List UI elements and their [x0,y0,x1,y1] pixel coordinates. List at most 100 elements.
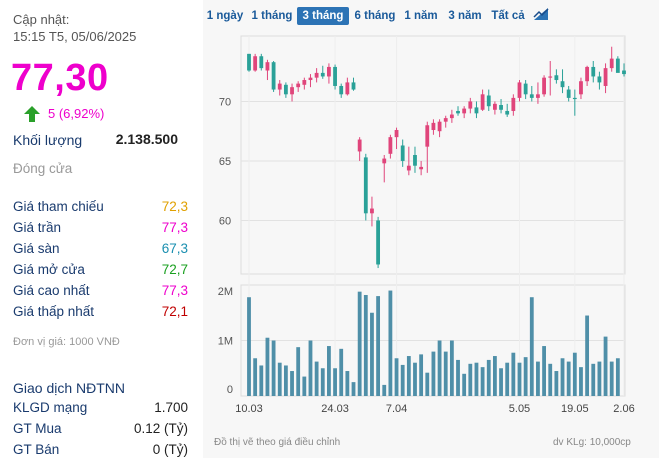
volume-bar [456,359,460,396]
volume-bar [609,361,614,396]
candle-body [382,158,387,164]
tab-6-months[interactable]: 6 tháng [354,10,396,22]
candle-body [283,84,288,95]
up-arrow-icon [24,106,40,122]
volume-bar [259,365,264,396]
volume-label: Khối lượng [13,132,83,148]
stat-value: 72,1 [161,304,188,319]
volume-bar [597,361,602,396]
volume-tick-label: 1M [218,336,233,348]
candle-body [253,56,258,71]
candle-body [437,121,442,132]
tab-3-years[interactable]: 3 năm [448,10,482,22]
stat-value: 77,3 [161,220,188,235]
foreign-label: GT Mua [13,421,62,436]
candle-body [536,94,540,98]
foreign-row-sell: GT Bán 0 (Tỷ) [13,442,188,457]
volume-bar [271,340,276,396]
x-tick-label: 7.04 [386,403,407,415]
volume-bar [314,361,319,396]
volume-bar [302,376,307,396]
volume-bar [585,315,590,396]
volume-bar [357,291,362,396]
volume-bar [492,356,497,396]
volume-bar [290,371,294,396]
volume-bar [327,346,331,396]
candle-body [394,130,399,138]
candle-body [425,125,430,147]
tab-1-month[interactable]: 1 tháng [251,10,293,22]
price-plot-frame [240,35,626,275]
candle-body [609,58,614,69]
x-tick-label: 24.03 [321,403,349,415]
y-tick-label: 65 [219,156,231,168]
candle-body [529,94,534,98]
candle-body [443,118,448,122]
candle-body [486,95,491,107]
stat-row-high: Giá cao nhất 77,3 [13,283,188,298]
volume-bar [363,294,368,396]
stat-value: 67,3 [161,241,188,256]
x-tick-label: 10.03 [235,403,263,415]
candle-body [449,114,454,119]
candle-body [406,165,411,171]
volume-bar [443,351,448,396]
volume-bar [382,384,387,396]
up-arrow-shape [24,106,40,122]
candle-body [566,89,571,98]
candle-body [511,97,516,111]
candle-body [265,62,270,71]
candle-body [572,97,577,100]
calendar-icon[interactable] [532,6,550,22]
volume-bar [529,297,534,396]
close-status: Đóng cửa [13,161,73,176]
chart-footnote: Đồ thị vẽ theo giá điều chỉnh [214,437,341,448]
volume-bar [431,351,436,396]
volume-bar [505,362,510,396]
volume-bar [554,371,559,396]
candle-body [314,72,319,78]
volume-bar [603,336,608,396]
volume-bar [566,361,571,396]
volume-bar [437,340,442,396]
candle-body [400,145,405,161]
candle-body [351,82,356,90]
chart-panel: 1 ngày 1 tháng 3 tháng 6 tháng 1 năm 3 n… [203,0,659,458]
volume-bar [400,364,405,396]
x-tick-label: 19.05 [561,403,589,415]
stat-row-open: Giá mở cửa 72,7 [13,262,188,277]
volume-bar [394,358,399,396]
calendar-icon-line [533,8,549,18]
foreign-trade-title: Giao dịch NĐTNN [13,380,126,396]
candle-body [333,66,337,86]
volume-bar [376,296,381,396]
candle-body [327,66,331,77]
candle-body [339,85,344,95]
volume-bar [511,352,516,396]
volume-bar [449,340,454,396]
stat-label: Giá tham chiếu [13,199,104,214]
foreign-value: 1.700 [154,400,188,415]
tab-all[interactable]: Tất cả [491,10,525,22]
current-price: 77,30 [11,57,109,99]
stat-row-low: Giá thấp nhất 72,1 [13,304,188,319]
candle-body [603,68,608,86]
volume-bar [308,340,313,396]
candle-body [548,76,553,78]
foreign-row-buy: GT Mua 0.12 (Tỷ) [13,421,188,436]
foreign-row-volume: KLGD mạng 1.700 [13,400,188,415]
volume-bar [462,373,467,396]
volume-bar [339,348,344,396]
tab-3-months[interactable]: 3 tháng [297,7,349,25]
volume-bar [499,368,503,396]
tab-1-day[interactable]: 1 ngày [206,10,244,22]
candle-body [622,70,626,75]
tab-1-year[interactable]: 1 năm [404,10,438,22]
candlestick-chart: 60 65 70 2M 1M 010.03 24.03 7.04 5.05 19.05 2.06 [218,35,635,415]
volume-bar [320,368,325,396]
candle-body [376,220,381,265]
updated-label: Cập nhật: [13,12,70,27]
volume-bar [468,363,473,396]
candle-body [492,103,497,110]
volume-bar [283,365,288,396]
